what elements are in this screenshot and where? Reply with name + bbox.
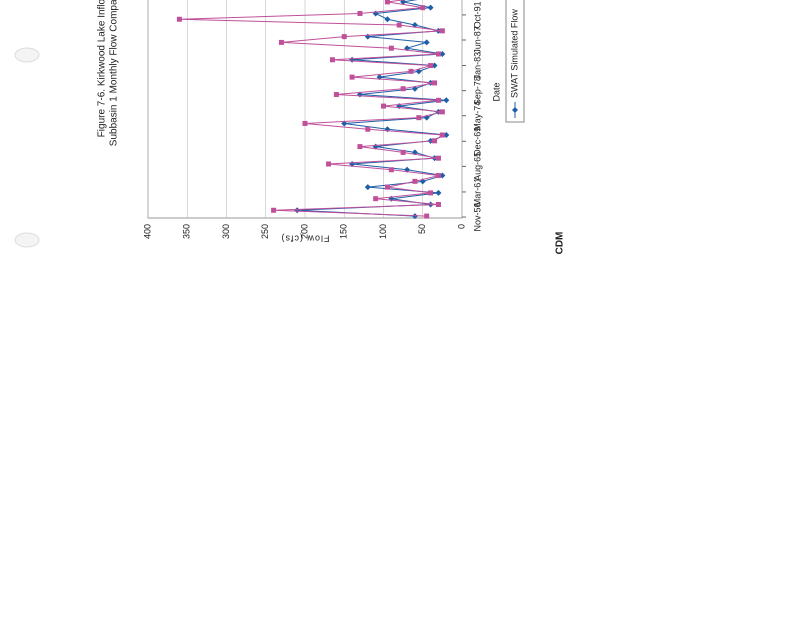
- marker: [373, 196, 379, 202]
- marker: [435, 173, 441, 179]
- x-tick-label: Jun-87: [472, 26, 482, 54]
- legend-box: [505, 0, 525, 123]
- marker: [365, 126, 371, 132]
- marker: [435, 189, 442, 196]
- marker: [435, 51, 441, 57]
- marker: [349, 56, 356, 63]
- marker: [341, 120, 348, 127]
- marker: [329, 57, 335, 63]
- marker: [381, 103, 386, 109]
- marker: [427, 4, 434, 11]
- y-tick-label: 300: [221, 224, 231, 239]
- chart-subtitle: Subbasin 1 Monthly Flow Comparison: [109, 0, 120, 146]
- x-tick-label: Jan-83: [472, 52, 482, 80]
- marker: [278, 39, 284, 45]
- logo: CDM: [555, 232, 566, 255]
- y-axis-title: Flow (cfs): [281, 234, 330, 244]
- marker: [439, 109, 445, 115]
- rotated-chart: 0 50 100 150 200 250 300 350 400 Nov-56Mar-61Aug-…: [97, 0, 525, 244]
- y-tick-label: 0: [456, 224, 466, 229]
- marker: [396, 22, 402, 28]
- marker: [357, 10, 363, 16]
- y-tick-label: 100: [378, 224, 388, 239]
- x-tick-label: Dec-69: [472, 127, 482, 156]
- marker: [400, 86, 406, 92]
- marker: [416, 115, 422, 121]
- marker: [408, 68, 414, 74]
- marker: [341, 34, 347, 40]
- marker: [271, 207, 277, 213]
- marker: [364, 33, 371, 40]
- x-tick-label: Sep-78: [472, 76, 482, 105]
- marker: [424, 213, 430, 219]
- marker: [376, 74, 383, 81]
- marker: [349, 74, 355, 80]
- x-tick-label: Nov-56: [472, 203, 482, 232]
- marker: [388, 45, 394, 51]
- marker: [349, 160, 356, 167]
- marker: [412, 178, 418, 184]
- marker: [176, 16, 182, 22]
- marker: [435, 201, 441, 207]
- y-tick-label: 400: [142, 224, 152, 239]
- punch-hole: [14, 47, 40, 63]
- marker: [302, 120, 308, 126]
- y-tick-label: 250: [260, 224, 270, 239]
- x-tick-label: Mar-61: [472, 178, 482, 207]
- marker: [423, 39, 430, 46]
- marker: [384, 184, 390, 190]
- legend-label: SWAT Simulated Flow: [509, 9, 519, 98]
- marker: [294, 207, 301, 214]
- marker: [432, 138, 438, 144]
- series-line: [297, 0, 447, 217]
- marker: [411, 85, 418, 92]
- marker: [435, 97, 441, 103]
- marker: [512, 107, 518, 113]
- marker: [443, 97, 450, 104]
- marker: [400, 149, 406, 155]
- x-tick-label: Aug-65: [472, 152, 482, 181]
- y-tick-label: 150: [339, 224, 349, 239]
- x-axis-title: Date: [491, 82, 501, 101]
- marker: [388, 167, 394, 173]
- marker: [428, 63, 434, 69]
- x-tick-label: Oct-91: [472, 1, 482, 28]
- x-tick-label: May-74: [472, 101, 482, 131]
- marker: [384, 16, 391, 23]
- y-tick-label: 200: [299, 224, 309, 239]
- chart-title: Figure 7-6. Kirkwood Lake Inflows: [97, 0, 108, 137]
- marker: [439, 28, 445, 34]
- marker: [439, 132, 445, 138]
- marker: [432, 80, 438, 86]
- marker: [364, 184, 371, 191]
- punch-hole: [14, 232, 40, 248]
- y-tick-label: 50: [417, 224, 427, 234]
- marker: [326, 161, 332, 167]
- marker: [400, 0, 407, 5]
- marker: [404, 45, 411, 52]
- marker: [435, 155, 441, 161]
- marker: [357, 144, 363, 150]
- marker: [420, 5, 426, 11]
- y-tick-label: 350: [182, 224, 192, 239]
- series-line: [179, 0, 444, 217]
- marker: [333, 92, 339, 98]
- marker: [423, 114, 430, 121]
- marker: [428, 190, 434, 196]
- marker: [384, 0, 390, 5]
